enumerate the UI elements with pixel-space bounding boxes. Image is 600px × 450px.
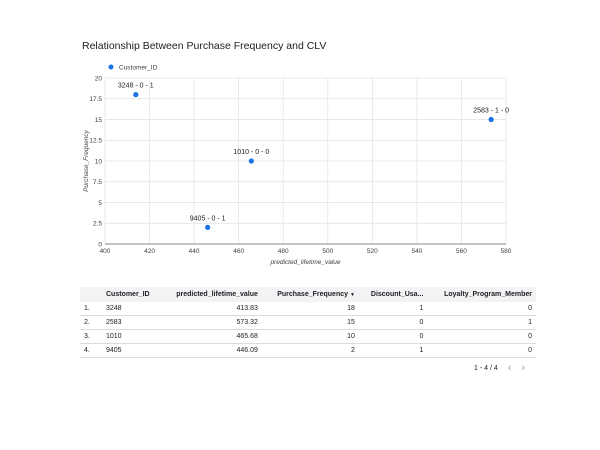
- cell-customer-id: 2583: [102, 315, 161, 330]
- x-tick-label: 540: [411, 248, 422, 255]
- cell-loyalty-program-member: 0: [427, 302, 536, 316]
- data-table: Customer_ID predicted_lifetime_value Pur…: [80, 287, 536, 358]
- data-point: [133, 92, 139, 98]
- legend-marker: [108, 64, 114, 70]
- column-header-customer-id[interactable]: Customer_ID: [102, 287, 161, 302]
- pagination: 1 - 4 / 4 ‹ ›: [474, 362, 525, 374]
- y-tick-label: 5: [98, 200, 102, 207]
- y-tick-label: 10: [95, 158, 103, 165]
- column-header-label: Purchase_Frequency: [277, 291, 349, 298]
- table-row: 4. 9405 446.09 2 1 0: [80, 343, 536, 358]
- table-row: 1. 3248 413.83 18 1 0: [80, 302, 536, 316]
- cell-purchase-frequency: 2: [261, 343, 359, 358]
- y-axis-title: Purchase_Frequency: [83, 129, 90, 192]
- cell-purchase-frequency: 18: [261, 302, 359, 316]
- cell-loyalty-program-member: 0: [427, 329, 536, 344]
- row-index: 1.: [80, 302, 102, 316]
- y-tick-label: 12.5: [89, 138, 102, 145]
- data-label: 1010 - 0 - 0: [233, 149, 269, 156]
- x-tick-label: 560: [456, 248, 467, 255]
- y-tick-label: 17.5: [89, 96, 102, 103]
- x-tick-label: 460: [233, 248, 244, 255]
- data-label: 9405 - 0 - 1: [190, 215, 226, 222]
- x-tick-label: 480: [278, 248, 289, 255]
- x-tick-label: 440: [189, 248, 200, 255]
- x-tick-label: 500: [322, 248, 333, 255]
- row-index: 2.: [80, 315, 102, 330]
- x-tick-label: 400: [100, 248, 111, 255]
- x-tick-label: 580: [501, 248, 512, 255]
- cell-discount-usage: 0: [358, 329, 428, 344]
- cell-customer-id: 3248: [102, 302, 161, 316]
- chart-title: Relationship Between Purchase Frequency …: [82, 40, 327, 52]
- cell-purchase-frequency: 10: [261, 329, 359, 344]
- y-tick-label: 20: [95, 75, 103, 82]
- cell-predicted-lifetime-value: 446.09: [160, 343, 262, 358]
- pagination-label: 1 - 4 / 4: [474, 364, 498, 372]
- sort-descending-icon: ▼: [349, 292, 355, 298]
- row-index: 3.: [80, 329, 102, 344]
- table-row: 3. 1010 465.68 10 0 0: [80, 329, 536, 344]
- index-header: [80, 287, 102, 302]
- legend-label: Customer_ID: [119, 64, 158, 71]
- data-label: 2583 - 1 - 0: [473, 108, 509, 115]
- cell-loyalty-program-member: 1: [427, 315, 536, 330]
- scatter-chart: 400 420 440 460 480 500 520 540 560 580 0 2.5 5 7.5 10…: [83, 64, 512, 266]
- cell-predicted-lifetime-value: 465.68: [160, 329, 262, 344]
- x-tick-label: 420: [144, 248, 155, 255]
- data-point: [248, 158, 254, 164]
- cell-customer-id: 9405: [102, 343, 161, 358]
- y-tick-label: 15: [95, 117, 103, 124]
- y-tick-label: 7.5: [93, 179, 102, 186]
- column-header-clv[interactable]: predicted_lifetime_value: [160, 287, 262, 302]
- column-header-loyalty-program-member[interactable]: Loyalty_Program_Member: [427, 287, 536, 302]
- cell-predicted-lifetime-value: 573.32: [160, 315, 262, 330]
- y-tick-label: 0: [98, 241, 102, 248]
- cell-loyalty-program-member: 0: [427, 343, 536, 358]
- cell-discount-usage: 0: [358, 315, 428, 330]
- y-tick-label: 2.5: [93, 221, 102, 228]
- chevron-left-icon[interactable]: ‹: [507, 362, 512, 374]
- data-point: [488, 116, 494, 123]
- data-point: [205, 224, 211, 230]
- x-axis-title: predicted_lifetime_value: [269, 259, 340, 266]
- data-label: 3248 - 0 - 1: [118, 83, 154, 90]
- column-header-purchase-frequency[interactable]: Purchase_Frequency ▼: [261, 287, 359, 302]
- cell-customer-id: 1010: [102, 329, 161, 344]
- cell-discount-usage: 1: [358, 343, 428, 358]
- cell-discount-usage: 1: [358, 302, 428, 316]
- cell-purchase-frequency: 15: [261, 315, 359, 330]
- cell-predicted-lifetime-value: 413.83: [160, 302, 262, 316]
- chevron-right-icon[interactable]: ›: [521, 362, 526, 374]
- row-index: 4.: [80, 343, 102, 358]
- table-row: 2. 2583 573.32 15 0 1: [80, 315, 536, 330]
- column-header-discount-usage[interactable]: Discount_Usa...: [358, 287, 428, 302]
- x-tick-label: 520: [367, 248, 378, 255]
- table-header-row: Customer_ID predicted_lifetime_value Pur…: [80, 287, 536, 302]
